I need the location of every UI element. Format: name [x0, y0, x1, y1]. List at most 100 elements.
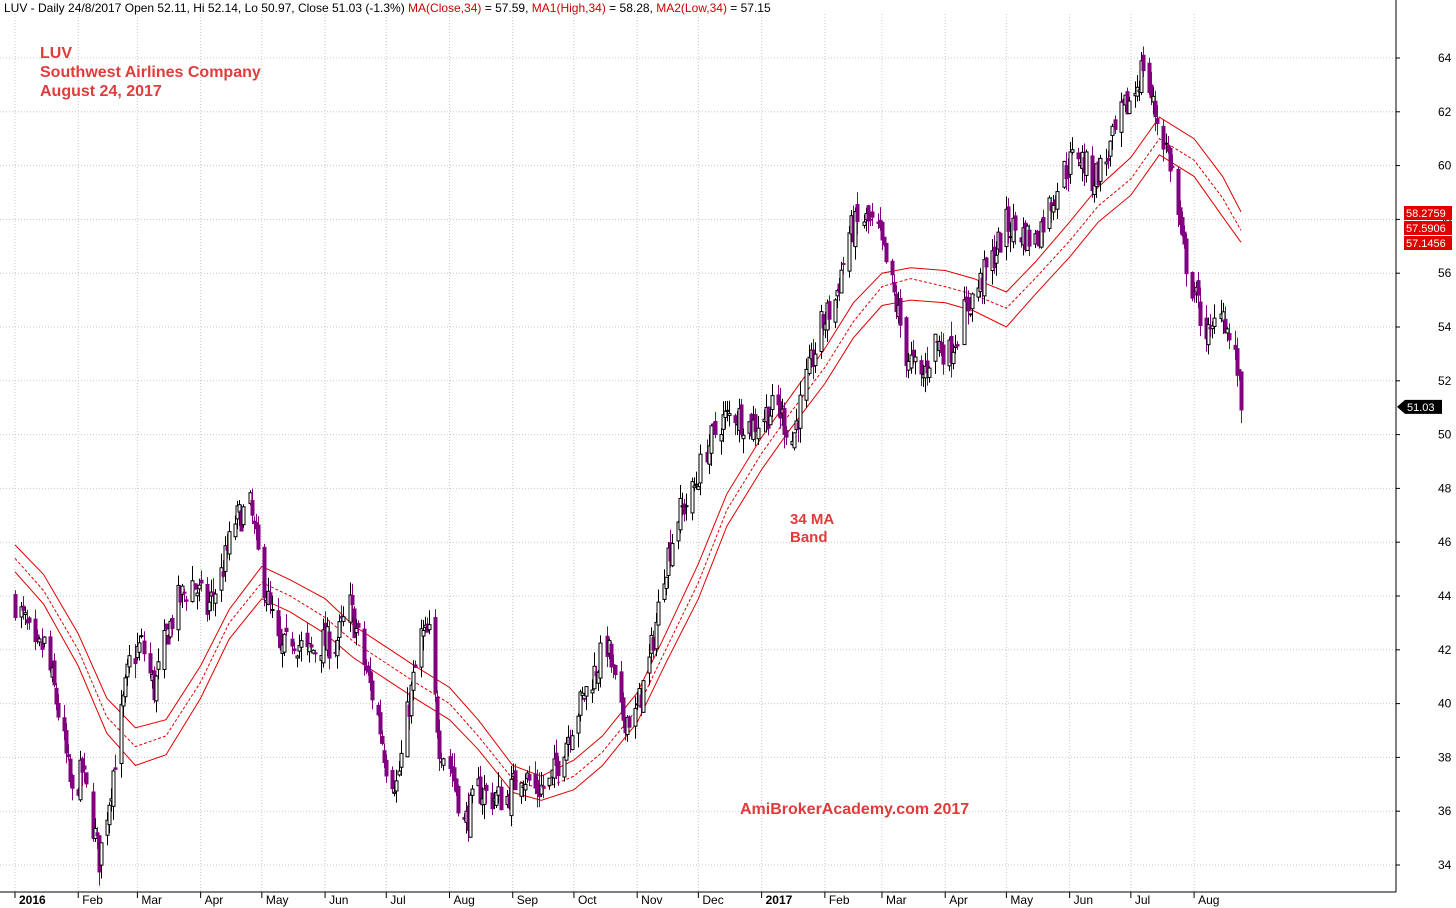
candle-body [580, 692, 585, 696]
candle-body [641, 680, 646, 713]
candle-body [327, 631, 332, 659]
candle-body [290, 638, 295, 647]
candle-body [962, 299, 967, 346]
candle-down [925, 346, 930, 386]
candle-body [156, 661, 161, 670]
candle-body [350, 595, 355, 606]
candle-body [868, 218, 873, 221]
candle-body [499, 786, 504, 811]
price-badge-bg [1404, 236, 1452, 250]
candle-body [341, 616, 346, 622]
candle-up [678, 485, 683, 534]
candle-body [582, 697, 587, 700]
y-tick-label: 50 [1438, 428, 1452, 442]
candle-body [690, 481, 695, 514]
price-badge-label: 57.5906 [1406, 223, 1446, 235]
candle-body [855, 204, 860, 222]
candle-body [1013, 215, 1018, 231]
candle-body [1055, 191, 1060, 210]
candle-body [433, 617, 438, 694]
candle-body [484, 784, 489, 791]
candle-body [335, 639, 340, 657]
candle-down [998, 232, 1003, 253]
candle-body [1051, 204, 1056, 213]
candle-down [456, 784, 461, 817]
candle-body [13, 594, 18, 619]
candle-up [399, 740, 404, 776]
candle-up [768, 408, 773, 426]
candle-body [664, 576, 669, 590]
candle-down [841, 256, 846, 275]
candle-body [1027, 229, 1032, 247]
band-label-line1: 34 MA [790, 511, 835, 528]
price-badge: 58.2759 [1404, 206, 1452, 220]
candle-up [282, 633, 287, 656]
candle-down [753, 408, 758, 446]
candle-down [1235, 337, 1240, 387]
x-tick-label: May [266, 893, 289, 907]
candle-body [421, 629, 426, 637]
candle-body [197, 584, 202, 590]
candle-body [54, 687, 59, 705]
candle-up [570, 729, 575, 751]
candle-body [95, 832, 100, 837]
symbol-line: LUV - Daily 24/8/2017 Open 52.11, Hi 52.… [4, 1, 405, 15]
candle-body [1212, 317, 1217, 327]
candle-body [584, 686, 589, 697]
candle-body [370, 680, 375, 701]
candle-body [870, 211, 875, 218]
candle-body [1192, 293, 1197, 296]
candle-body [792, 432, 797, 449]
candle-down [70, 773, 75, 801]
candle-body [195, 592, 200, 597]
y-tick-label: 54 [1438, 320, 1452, 334]
candle-up [190, 566, 195, 603]
x-tick-label: Apr [205, 893, 224, 907]
candle-up [99, 842, 104, 879]
candle-body [1239, 371, 1244, 411]
candle-down [370, 672, 375, 710]
candle-body [1153, 100, 1158, 118]
candle-up [1084, 149, 1089, 183]
candle-down [250, 488, 255, 525]
price-badge-label: 57.1456 [1406, 238, 1446, 250]
price-badge: 57.5906 [1404, 221, 1452, 235]
y-tick-label: 34 [1438, 858, 1452, 872]
ma1-label: MA1(High,34) [531, 1, 606, 15]
candle-body [137, 642, 142, 653]
candle-down [1190, 271, 1195, 302]
candle-down [892, 274, 897, 296]
candle-body [919, 360, 924, 375]
candle-up [111, 769, 116, 820]
candle-body [139, 635, 144, 638]
candle-body [384, 759, 389, 777]
candle-body [1110, 125, 1115, 137]
candle-up [684, 493, 689, 521]
candle-down [27, 616, 32, 630]
candle-body [892, 282, 897, 293]
candle-body [813, 353, 818, 367]
candle-body [933, 333, 938, 362]
candle-up [127, 644, 132, 674]
candle-up [933, 333, 938, 374]
candle-body [66, 754, 71, 758]
candle-down [170, 614, 175, 636]
candle-down [433, 609, 438, 703]
candle-body [70, 774, 75, 789]
candle-body [739, 404, 744, 435]
candle-body [27, 617, 32, 623]
candle-down [380, 730, 385, 746]
candle-up [1212, 304, 1217, 335]
candle-body [270, 608, 275, 612]
candle-body [380, 735, 385, 744]
candle-body [413, 664, 418, 668]
candle-down [527, 765, 532, 787]
candle-body [84, 772, 89, 785]
x-tick-label: Nov [641, 893, 662, 907]
candle-down [1041, 209, 1046, 246]
candle-up [227, 521, 232, 561]
candle-body [1035, 230, 1040, 245]
candle-body [955, 344, 960, 347]
candle-body [427, 624, 432, 631]
candle-body [970, 293, 975, 310]
